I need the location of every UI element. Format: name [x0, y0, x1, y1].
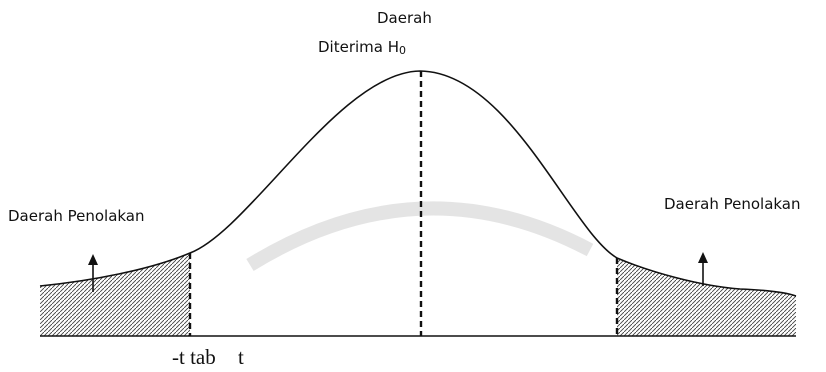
right-rejection-arrow — [698, 252, 708, 286]
acceptance-region-label-line1: Daerah — [377, 9, 432, 27]
acceptance-label-text: Diterima H — [318, 38, 400, 56]
watermark — [246, 201, 594, 271]
t-stat-label: t — [238, 345, 244, 369]
left-rejection-label: Daerah Penolakan — [8, 207, 145, 225]
neg-t-table-label: -t tab — [172, 345, 216, 369]
acceptance-label-subscript: 0 — [399, 44, 407, 57]
distribution-curve — [39, 70, 797, 297]
right-rejection-area — [617, 258, 796, 336]
left-rejection-area — [40, 253, 190, 336]
acceptance-region-label-line2: Diterima H0 — [318, 38, 406, 60]
watermark-ring — [246, 201, 594, 271]
right-rejection-label: Daerah Penolakan — [664, 195, 801, 213]
left-rejection-arrow — [88, 254, 98, 292]
